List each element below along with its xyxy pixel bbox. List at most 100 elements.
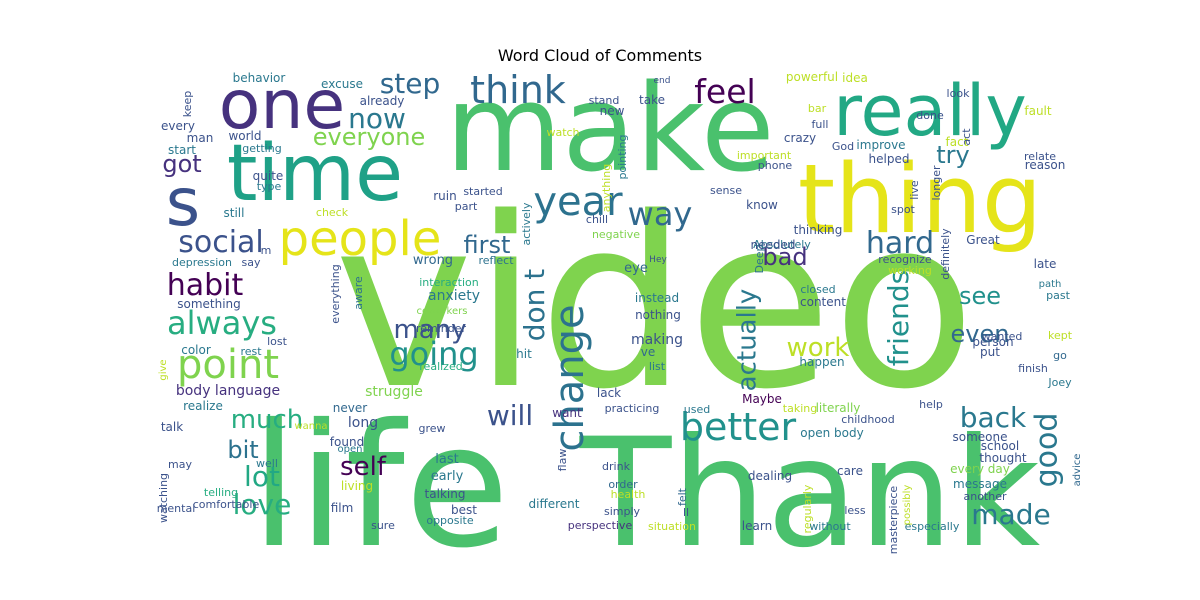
word-stand: stand [589, 94, 620, 107]
word-taking: taking [783, 402, 817, 415]
word-think: think [470, 68, 566, 112]
word-possibly: possibly [902, 485, 913, 526]
word-every: every [161, 119, 195, 133]
word-life: life [251, 388, 510, 586]
word-message: message [953, 477, 1007, 491]
word-closed: closed [800, 283, 835, 296]
word-way: way [628, 195, 693, 233]
word-type: type [257, 180, 282, 193]
word-talking: talking [425, 487, 466, 501]
word-every-day: every day [950, 462, 1010, 476]
word-nothing: nothing [635, 308, 681, 322]
word-wanna: wanna [294, 421, 327, 432]
word-self: self [340, 452, 387, 482]
word-color: color [181, 343, 211, 357]
word-behavior: behavior [233, 71, 286, 85]
word-especially: especially [905, 520, 960, 533]
word-body-language: body language [176, 383, 280, 399]
word-deep: Deep [753, 244, 766, 273]
word-found: found [330, 435, 364, 449]
word-spot: spot [891, 203, 915, 216]
word-masterpiece: masterpiece [887, 486, 900, 555]
word-coworkers: coworkers [417, 306, 468, 317]
word-now: now [348, 102, 406, 135]
word-year: year [533, 179, 623, 225]
word-thank: Thank [579, 407, 1041, 581]
word-telling: telling [204, 486, 238, 499]
word-m: m [261, 244, 272, 257]
word-started: started [463, 185, 502, 198]
word-something: something [177, 297, 241, 311]
word-time: time [227, 129, 403, 219]
word-social: social [178, 225, 264, 260]
word-aware: aware [352, 276, 365, 310]
word-may: may [168, 458, 192, 471]
word-many: many [393, 315, 466, 345]
word-see: see [959, 282, 1001, 310]
word-getting: getting [242, 142, 281, 155]
word-bit: bit [227, 436, 258, 464]
word-love: love [233, 488, 292, 521]
word-interaction: interaction [419, 276, 479, 289]
word-bad: bad [762, 243, 807, 271]
word-everyone: everyone [313, 123, 425, 151]
word-lot: lot [244, 460, 280, 493]
word-act: act [960, 128, 973, 146]
word-list: list [649, 360, 666, 373]
word-quite: quite [253, 169, 284, 183]
word-advice: advice [1072, 454, 1083, 487]
word-man: man [187, 131, 214, 145]
word-best: best [451, 503, 477, 517]
word-regularly: regularly [801, 484, 814, 533]
word-excuse: excuse [321, 77, 363, 91]
word-school: school [981, 439, 1019, 453]
word-order: order [608, 478, 638, 491]
word-always: always [167, 304, 277, 342]
word-reminder: reminder [416, 322, 467, 335]
word-comfortable: comfortable [193, 498, 260, 511]
word-thought: thought [979, 451, 1026, 465]
word-drink: drink [602, 460, 631, 473]
word-step: step [380, 67, 441, 100]
word-anything: anything [600, 164, 613, 213]
word-depression: depression [172, 256, 232, 269]
word-reflect: reflect [478, 254, 514, 267]
word-keep: keep [181, 91, 194, 118]
word-living: living [341, 479, 373, 493]
word-long: long [348, 415, 378, 431]
word-ll: ll [683, 506, 689, 519]
word-god: God [832, 140, 854, 153]
word-finish: finish [1018, 362, 1048, 375]
word-care: care [837, 464, 863, 478]
word-improve: improve [856, 138, 905, 152]
word-film: film [331, 501, 354, 515]
word-say: say [242, 256, 261, 269]
word-practicing: practicing [605, 402, 660, 415]
word-recognize: recognize [878, 253, 932, 266]
word-much: much [231, 405, 304, 435]
word-opposite: opposite [426, 514, 474, 527]
word-ruin: ruin [433, 189, 456, 203]
word-working: working [888, 264, 932, 277]
word-great: Great [966, 233, 1000, 247]
word-don-t: don t [518, 269, 551, 342]
chart-title: Word Cloud of Comments [497, 46, 703, 65]
word-give: give [158, 359, 169, 380]
word-helped: helped [869, 152, 910, 166]
word-sense: sense [710, 184, 742, 197]
word-health: health [611, 488, 646, 501]
word-know: know [746, 198, 778, 212]
word-got: got [162, 150, 201, 178]
word-relate: relate [1024, 150, 1056, 163]
word-different: different [529, 497, 580, 511]
word-live: live [908, 180, 921, 200]
word-childhood: childhood [841, 413, 895, 426]
word-full: full [812, 118, 829, 131]
word-person: person [972, 335, 1013, 349]
word-better: better [680, 405, 797, 449]
word-habit: habit [167, 268, 244, 303]
word-point: point [177, 342, 279, 388]
word-look: look [947, 87, 971, 100]
word-chill: chill [586, 213, 608, 226]
word-everything: everything [329, 264, 342, 323]
